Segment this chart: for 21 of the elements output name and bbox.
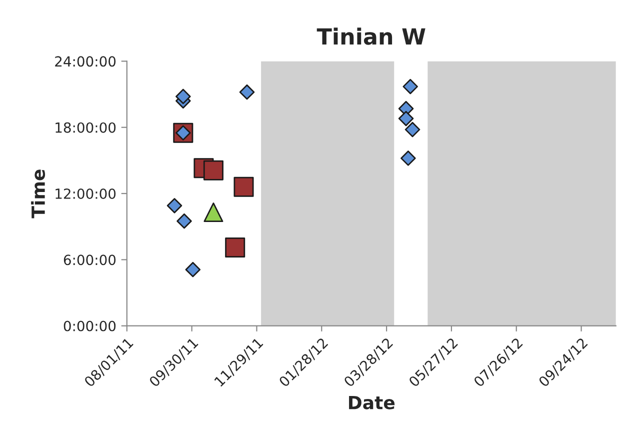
- point: [166, 198, 182, 214]
- point: [234, 176, 254, 197]
- point: [204, 202, 224, 222]
- point: [176, 88, 191, 104]
- point: [176, 213, 192, 229]
- point: [185, 262, 201, 278]
- y-tick-label: 6:00:00: [64, 254, 116, 266]
- point: [203, 160, 224, 180]
- point: [402, 78, 418, 94]
- y-axis-title: Time: [31, 170, 46, 218]
- point: [400, 150, 416, 166]
- point: [404, 122, 420, 138]
- y-tick-label: 12:00:00: [56, 188, 116, 199]
- y-tick-label: 24:00:00: [55, 56, 116, 67]
- point: [398, 110, 414, 126]
- chart-title: Tinian W: [316, 28, 426, 45]
- point: [239, 84, 255, 100]
- point: [225, 238, 246, 258]
- y-tick-label: 0:00:00: [64, 320, 116, 332]
- x-axis-title: Date: [349, 396, 395, 410]
- y-tick-label: 18:00:00: [56, 122, 116, 133]
